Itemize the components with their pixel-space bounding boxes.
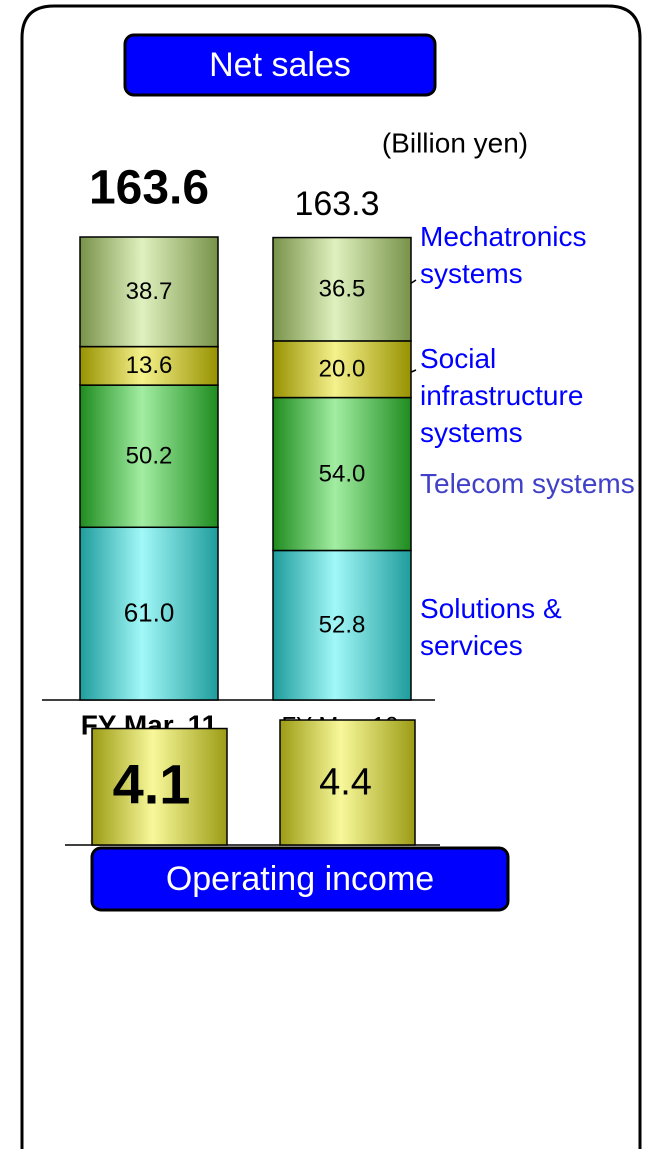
- legend-label: Solutions & services: [420, 593, 562, 661]
- chart-title: Net sales: [209, 46, 351, 84]
- bar-segment: [79, 236, 219, 348]
- title-box: [123, 33, 437, 97]
- value-label: 52.8: [319, 612, 366, 639]
- bar-segment: [272, 549, 412, 701]
- value-label: 61.0: [124, 598, 175, 628]
- legend-label: Telecom systems: [420, 468, 635, 499]
- legend-label: Mechatronics systems: [420, 221, 587, 289]
- value-label: 13.6: [126, 352, 173, 379]
- value-label: 54.0: [319, 460, 366, 487]
- bar-segment: [79, 345, 219, 386]
- unit-label: (Billion yen): [382, 127, 528, 158]
- value-label: 20.0: [319, 356, 366, 383]
- bar: [279, 719, 416, 846]
- total-label: 163.3: [294, 185, 379, 223]
- total-label: 163.6: [89, 162, 209, 215]
- legend-label: Social infrastructure systems: [420, 343, 584, 448]
- bar-segment: [79, 526, 219, 701]
- value-label: 50.2: [126, 443, 173, 470]
- bar: [91, 727, 228, 846]
- title-box: [90, 846, 510, 912]
- bar-segment: [272, 396, 412, 552]
- value-label: 4.4: [319, 762, 372, 804]
- bar-segment: [272, 340, 412, 399]
- frame: [20, 4, 642, 1149]
- bar-segment: [79, 384, 219, 529]
- value-label: 36.5: [319, 276, 366, 303]
- value-label: 38.7: [126, 278, 173, 305]
- bar-segment: [272, 236, 412, 342]
- value-label: 4.1: [113, 753, 191, 816]
- chart-title: Operating income: [166, 860, 434, 898]
